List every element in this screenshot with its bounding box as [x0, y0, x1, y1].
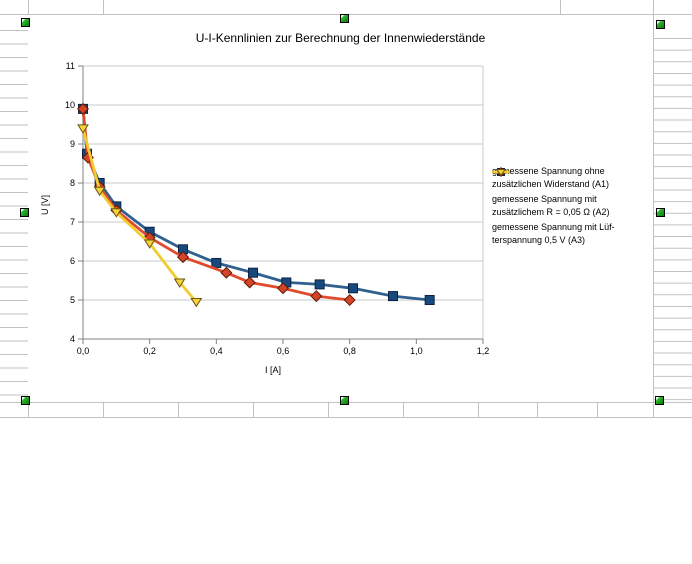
svg-text:5: 5 [70, 295, 75, 305]
svg-text:1,0: 1,0 [410, 346, 423, 356]
data-point [343, 293, 356, 307]
data-point [190, 297, 203, 308]
data-point [76, 102, 90, 115]
data-point [93, 186, 106, 197]
svg-text:9: 9 [70, 139, 75, 149]
selection-handle-middle-left[interactable] [20, 208, 29, 217]
selection-handle-middle-right[interactable] [656, 208, 665, 217]
series-a1 [78, 103, 435, 305]
svg-text:8: 8 [70, 178, 75, 188]
svg-text:0,8: 0,8 [343, 346, 356, 356]
legend-item-a2[interactable]: gemessene Spannung mit zusätzlichem R = … [492, 166, 668, 218]
plot-axes [78, 65, 484, 344]
data-point [248, 267, 258, 278]
series-a3 [77, 124, 203, 308]
data-point [143, 239, 156, 249]
selection-handle-bottom-middle[interactable] [340, 396, 349, 405]
svg-text:0,0: 0,0 [77, 346, 90, 356]
data-point [388, 291, 398, 302]
selection-handle-top-left[interactable] [21, 18, 30, 27]
data-point [176, 251, 190, 264]
legend-label-a2-line2: zusätzlichem R = 0,05 Ω (A2) [492, 206, 610, 217]
legend-label-a2-line1: gemessene Spannung mit [492, 194, 597, 204]
data-point [77, 124, 89, 134]
svg-text:4: 4 [70, 334, 75, 344]
svg-text:0,6: 0,6 [277, 346, 290, 356]
legend-label-a3-line1: gemessene Spannung mit Lüf- [492, 222, 615, 232]
selection-handle-bottom-left[interactable] [21, 396, 30, 405]
legend-label-a1: gemessene Spannung ohne zusätzlichen Wid… [492, 165, 609, 190]
plot-tick-labels: 4 5 6 7 8 9 10 11 0,0 0,2 0,4 0,6 0,8 1,0 1,2 [65, 61, 489, 356]
chart-legend[interactable]: gemessene Spannung ohne zusätzlichen Wid… [492, 165, 668, 249]
legend-item-a1[interactable]: gemessene Spannung ohne zusätzlichen Wid… [492, 165, 668, 190]
svg-text:7: 7 [70, 217, 75, 227]
data-point [310, 290, 323, 303]
x-axis-title: I [A] [264, 365, 281, 375]
y-axis-title: U [V] [40, 195, 50, 216]
svg-text:11: 11 [66, 61, 75, 71]
legend-marker-triangle-icon [492, 169, 510, 177]
data-point [424, 295, 435, 305]
selection-handle-bottom-right[interactable] [655, 396, 664, 405]
data-point [276, 282, 290, 295]
legend-label-a3-line2: terspannung 0,5 V (A3) [492, 234, 586, 245]
legend-label-a3: gemessene Spannung mit Lüf- terspannung … [492, 221, 615, 246]
svg-text:0,4: 0,4 [210, 346, 223, 356]
selection-handle-top-middle[interactable] [340, 14, 349, 23]
legend-item-a3[interactable]: gemessene Spannung mit Lüf- terspannung … [492, 169, 668, 246]
svg-text:6: 6 [70, 256, 75, 266]
selection-handle-top-right[interactable] [656, 20, 665, 29]
data-point [211, 257, 222, 268]
data-point [314, 279, 325, 290]
data-point [110, 208, 123, 218]
svg-text:10: 10 [65, 100, 75, 110]
legend-label-a2: gemessene Spannung mit zusätzlichem R = … [492, 193, 610, 218]
data-point [173, 278, 186, 288]
plot-gridlines [83, 65, 484, 340]
data-point [220, 266, 233, 279]
chart-title: U-I-Kennlinien zur Berechnung der Innenw… [195, 31, 486, 45]
svg-text:0,2: 0,2 [143, 346, 156, 356]
data-point [348, 283, 358, 294]
legend-label-a1-line1: gemessene Spannung ohne [492, 166, 605, 176]
legend-label-a1-line2: zusätzlichen Widerstand (A1) [492, 178, 610, 189]
svg-text:1,2: 1,2 [477, 346, 490, 356]
data-point [243, 276, 256, 289]
